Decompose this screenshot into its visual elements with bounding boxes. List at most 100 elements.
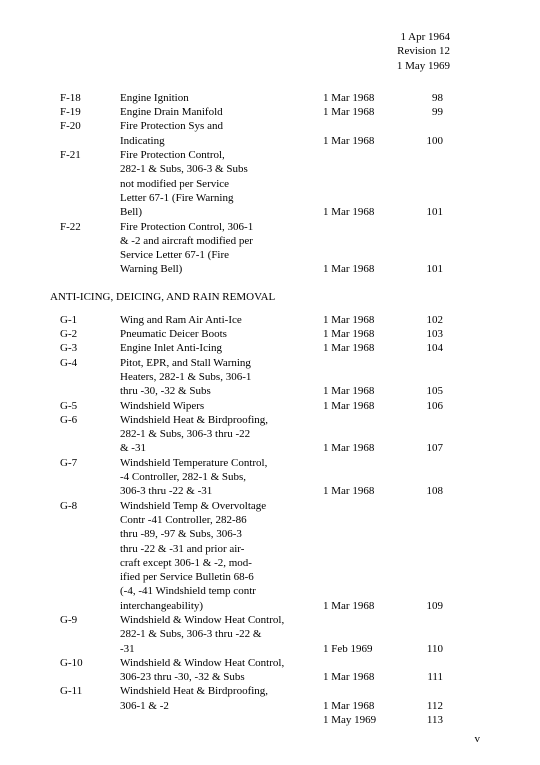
date-cell: 1 Feb 1969 [323, 642, 403, 656]
page-cell: 111 [403, 670, 443, 684]
desc-cell: Service Letter 67-1 (Fire [120, 248, 323, 262]
code-cell: G-10 [60, 656, 120, 670]
code-cell: G-8 [60, 499, 120, 513]
desc-cell: interchangeability) [120, 599, 323, 613]
desc-cell: Windshield & Window Heat Control, [120, 613, 323, 627]
desc-cell: thru -22 & -31 and prior air- [120, 542, 323, 556]
desc-cell: -4 Controller, 282-1 & Subs, [120, 470, 323, 484]
code-cell: G-6 [60, 413, 120, 427]
page-cell: 109 [403, 599, 443, 613]
desc-cell: Engine Ignition [120, 91, 323, 105]
desc-cell: 282-1 & Subs, 306-3 & Subs [120, 162, 323, 176]
table-row: G-7Windshield Temperature Control, [60, 456, 500, 470]
date-cell: 1 Mar 1968 [323, 670, 403, 684]
table-row: F-19Engine Drain Manifold1 Mar 196899 [60, 105, 500, 119]
page-cell: 98 [403, 91, 443, 105]
desc-cell: Pitot, EPR, and Stall Warning [120, 356, 323, 370]
table-row: 306-1 & -21 Mar 1968112 [60, 699, 500, 713]
date-cell: 1 Mar 1968 [323, 484, 403, 498]
table-row: G-5Windshield Wipers1 Mar 1968106 [60, 399, 500, 413]
code-cell: G-2 [60, 327, 120, 341]
desc-cell: Warning Bell) [120, 262, 323, 276]
code-cell: F-19 [60, 105, 120, 119]
table-row: 282-1 & Subs, 306-3 thru -22 [60, 427, 500, 441]
section-g: G-1Wing and Ram Air Anti-Ice1 Mar 196810… [60, 313, 500, 728]
table-row: 306-23 thru -30, -32 & Subs1 Mar 1968111 [60, 670, 500, 684]
desc-cell: & -2 and aircraft modified per [120, 234, 323, 248]
table-row: craft except 306-1 & -2, mod- [60, 556, 500, 570]
header-date-top: 1 Apr 1964 [60, 30, 450, 44]
date-cell: 1 Mar 1968 [323, 91, 403, 105]
table-row: interchangeability)1 Mar 1968109 [60, 599, 500, 613]
desc-cell: 282-1 & Subs, 306-3 thru -22 & [120, 627, 323, 641]
desc-cell: Letter 67-1 (Fire Warning [120, 191, 323, 205]
desc-cell: Windshield Heat & Birdproofing, [120, 413, 323, 427]
table-row: G-4Pitot, EPR, and Stall Warning [60, 356, 500, 370]
page-cell: 108 [403, 484, 443, 498]
section-f: F-18Engine Ignition1 Mar 196898F-19Engin… [60, 91, 500, 277]
table-row: -311 Feb 1969110 [60, 642, 500, 656]
table-row: G-8Windshield Temp & Overvoltage [60, 499, 500, 513]
header-date-bottom: 1 May 1969 [60, 59, 450, 73]
page-cell: 110 [403, 642, 443, 656]
date-cell: 1 Mar 1968 [323, 384, 403, 398]
table-row: & -311 Mar 1968107 [60, 441, 500, 455]
date-cell: 1 Mar 1968 [323, 341, 403, 355]
table-row: G-1Wing and Ram Air Anti-Ice1 Mar 196810… [60, 313, 500, 327]
section-g-title: ANTI-ICING, DEICING, AND RAIN REMOVAL [50, 291, 500, 303]
desc-cell: 306-1 & -2 [120, 699, 323, 713]
desc-cell: Fire Protection Control, [120, 148, 323, 162]
table-row: 282-1 & Subs, 306-3 thru -22 & [60, 627, 500, 641]
code-cell: G-7 [60, 456, 120, 470]
table-row: F-20Fire Protection Sys and [60, 119, 500, 133]
desc-cell: Fire Protection Control, 306-1 [120, 220, 323, 234]
desc-cell: 306-23 thru -30, -32 & Subs [120, 670, 323, 684]
date-cell: 1 May 1969 [323, 713, 403, 727]
table-row: F-18Engine Ignition1 Mar 196898 [60, 91, 500, 105]
table-row: thru -30, -32 & Subs1 Mar 1968105 [60, 384, 500, 398]
table-row: G-9Windshield & Window Heat Control, [60, 613, 500, 627]
date-cell: 1 Mar 1968 [323, 327, 403, 341]
page-container: 1 Apr 1964 Revision 12 1 May 1969 F-18En… [0, 0, 540, 765]
page-cell: 100 [403, 134, 443, 148]
desc-cell: Windshield Wipers [120, 399, 323, 413]
desc-cell: Contr -41 Controller, 282-86 [120, 513, 323, 527]
table-row: G-2Pneumatic Deicer Boots1 Mar 1968103 [60, 327, 500, 341]
date-cell: 1 Mar 1968 [323, 699, 403, 713]
desc-cell: (-4, -41 Windshield temp contr [120, 584, 323, 598]
table-row: Contr -41 Controller, 282-86 [60, 513, 500, 527]
table-row: Warning Bell)1 Mar 1968101 [60, 262, 500, 276]
desc-cell: Windshield Heat & Birdproofing, [120, 684, 323, 698]
table-row: G-3Engine Inlet Anti-Icing1 Mar 1968104 [60, 341, 500, 355]
table-row: (-4, -41 Windshield temp contr [60, 584, 500, 598]
code-cell: G-9 [60, 613, 120, 627]
desc-cell: Windshield Temp & Overvoltage [120, 499, 323, 513]
table-row: F-21Fire Protection Control, [60, 148, 500, 162]
desc-cell: -31 [120, 642, 323, 656]
desc-cell: not modified per Service [120, 177, 323, 191]
desc-cell: Bell) [120, 205, 323, 219]
table-row: G-10Windshield & Window Heat Control, [60, 656, 500, 670]
desc-cell: 306-3 thru -22 & -31 [120, 484, 323, 498]
code-cell: G-11 [60, 684, 120, 698]
page-cell: 102 [403, 313, 443, 327]
date-cell: 1 Mar 1968 [323, 134, 403, 148]
code-cell: G-1 [60, 313, 120, 327]
date-cell: 1 Mar 1968 [323, 399, 403, 413]
table-row: Service Letter 67-1 (Fire [60, 248, 500, 262]
desc-cell: Fire Protection Sys and [120, 119, 323, 133]
page-cell: 104 [403, 341, 443, 355]
desc-cell: Indicating [120, 134, 323, 148]
code-cell: F-18 [60, 91, 120, 105]
desc-cell: Heaters, 282-1 & Subs, 306-1 [120, 370, 323, 384]
desc-cell: Windshield Temperature Control, [120, 456, 323, 470]
desc-cell: Engine Drain Manifold [120, 105, 323, 119]
page-cell: 107 [403, 441, 443, 455]
code-cell: F-21 [60, 148, 120, 162]
table-row: thru -22 & -31 and prior air- [60, 542, 500, 556]
date-cell: 1 Mar 1968 [323, 262, 403, 276]
table-row: ified per Service Bulletin 68-6 [60, 570, 500, 584]
desc-cell: Pneumatic Deicer Boots [120, 327, 323, 341]
table-row: 1 May 1969113 [60, 713, 500, 727]
table-row: Bell)1 Mar 1968101 [60, 205, 500, 219]
